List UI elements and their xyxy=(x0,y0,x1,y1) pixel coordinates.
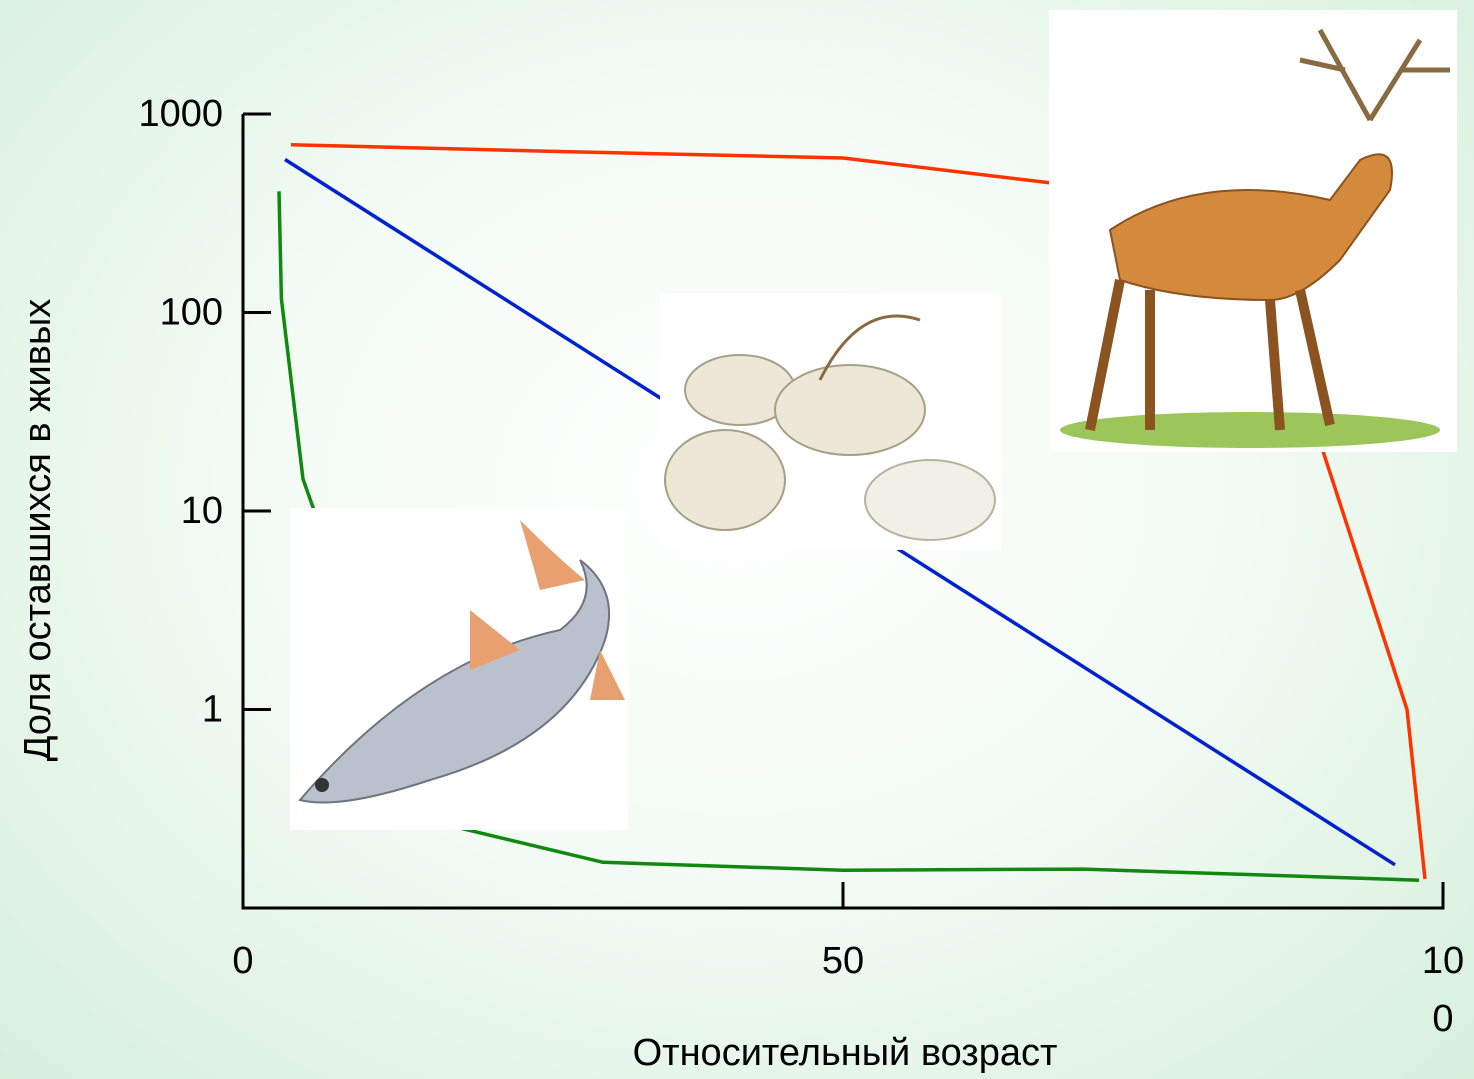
x-axis-title: Относительный возраст xyxy=(633,1032,1058,1074)
axes: 1 10 100 1000 xyxy=(138,93,1445,910)
x-tick-label: 50 xyxy=(821,940,865,982)
y-tick-label: 10 xyxy=(181,490,223,532)
survival-curve xyxy=(277,191,1420,882)
y-axis-title: Доля оставшихся в живых xyxy=(17,299,59,762)
x-tick-label: 0 xyxy=(232,940,254,982)
deer-picture xyxy=(1049,10,1457,452)
y-tick-label: 1000 xyxy=(138,93,223,135)
fish-picture xyxy=(290,508,628,830)
y-tick-label: 1 xyxy=(202,689,223,731)
x-tick-label: 100 xyxy=(1421,940,1465,1040)
pictures xyxy=(290,10,1457,830)
barnacle-picture xyxy=(660,293,1001,550)
y-tick-label: 100 xyxy=(160,292,223,334)
